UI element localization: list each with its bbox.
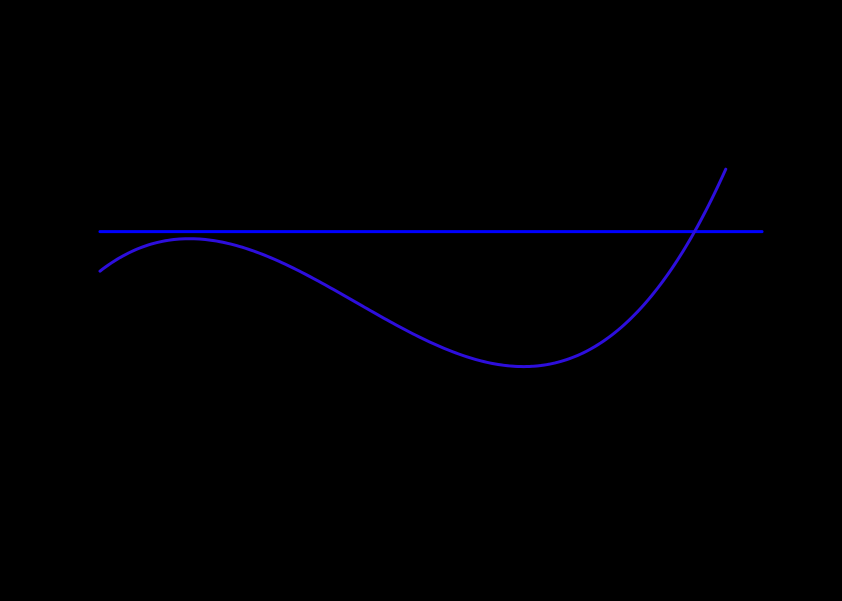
chart-background [0,0,842,601]
line-chart [0,0,842,601]
